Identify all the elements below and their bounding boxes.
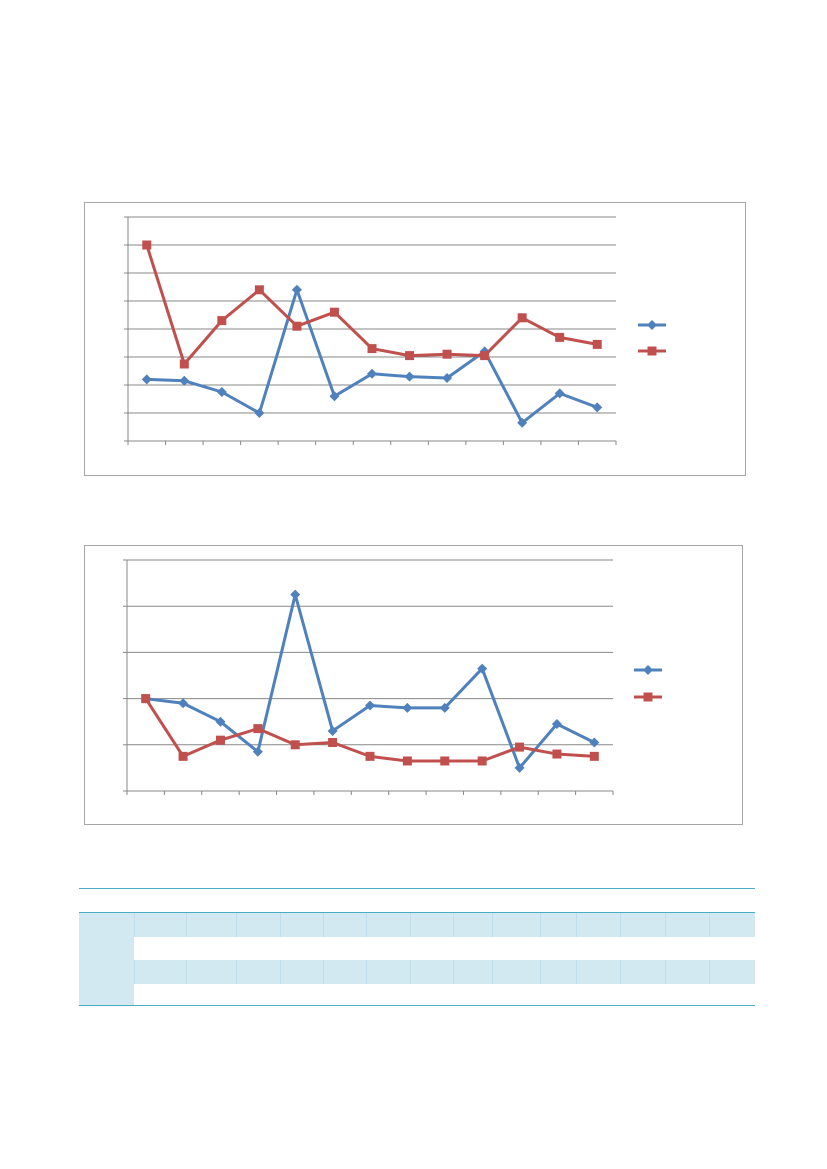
table-column-separator — [280, 960, 281, 984]
table-column-separator — [709, 913, 710, 937]
data-point — [555, 332, 565, 342]
table-column-separator — [453, 913, 454, 937]
table-column-separator — [540, 960, 541, 984]
table-column-separator — [280, 913, 281, 937]
data-point — [517, 313, 527, 323]
data-point — [367, 368, 377, 379]
table-column-separator — [366, 960, 367, 984]
data-point — [589, 751, 599, 761]
data-point — [365, 751, 375, 761]
table-column-separator — [323, 960, 324, 984]
data-point — [515, 742, 525, 752]
data-point — [290, 589, 301, 600]
chart-2-plot — [123, 559, 662, 795]
table-column-separator — [410, 913, 411, 937]
data-point — [554, 388, 565, 399]
table-column-separator — [453, 960, 454, 984]
data-table — [79, 888, 755, 1006]
chart-1-plot — [124, 216, 666, 445]
table-column-separator — [492, 960, 493, 984]
table-bottom-rule — [79, 1005, 755, 1006]
table-row-header-cell — [79, 937, 134, 960]
chart-1 — [84, 202, 746, 476]
data-point — [178, 751, 188, 761]
data-point — [291, 284, 302, 295]
data-point — [439, 702, 450, 713]
data-point — [215, 716, 226, 727]
table-column-separator — [576, 913, 577, 937]
data-point — [141, 374, 152, 385]
data-point — [253, 724, 263, 734]
table-column-separator — [492, 913, 493, 937]
table-column-separator — [323, 913, 324, 937]
data-point — [477, 756, 487, 766]
data-point — [216, 387, 227, 397]
table-column-separator — [665, 913, 666, 937]
table-column-separator — [236, 960, 237, 984]
data-point — [141, 694, 151, 704]
table-column-separator — [134, 960, 135, 984]
legend-marker-1 — [643, 665, 653, 675]
data-point — [179, 359, 189, 369]
data-point — [254, 285, 264, 295]
data-point — [254, 408, 265, 418]
data-point — [402, 702, 413, 713]
data-point — [480, 351, 490, 361]
data-point — [328, 737, 338, 747]
table-column-separator — [665, 960, 666, 984]
table-column-separator — [186, 913, 187, 937]
data-point — [477, 663, 488, 674]
data-point — [179, 375, 190, 386]
data-point — [404, 371, 415, 382]
data-point — [178, 698, 189, 709]
data-point — [552, 749, 562, 759]
data-point — [290, 740, 300, 750]
data-point — [292, 321, 302, 331]
data-point — [592, 402, 603, 413]
data-point — [442, 349, 452, 359]
table-column-separator — [366, 913, 367, 937]
table-column-separator — [186, 960, 187, 984]
data-point — [440, 756, 450, 766]
table-column-separator — [620, 960, 621, 984]
legend-marker-1 — [647, 320, 657, 330]
chart-2 — [84, 545, 743, 825]
legend-marker-2 — [643, 692, 653, 702]
data-point — [402, 756, 412, 766]
table-column-separator — [410, 960, 411, 984]
data-point — [551, 719, 562, 730]
data-point — [405, 351, 415, 361]
table-column-separator — [134, 913, 135, 937]
data-point — [365, 700, 375, 711]
data-point — [592, 339, 602, 349]
data-point — [215, 735, 225, 745]
table-header-rule — [79, 912, 755, 913]
data-point — [142, 240, 152, 250]
table-top-rule — [79, 888, 755, 889]
data-point — [327, 725, 338, 736]
data-point — [329, 307, 339, 317]
table-row — [79, 960, 755, 984]
data-point — [217, 316, 227, 326]
data-point — [252, 746, 263, 757]
legend-marker-2 — [647, 346, 657, 356]
data-point — [367, 344, 377, 354]
table-column-separator — [709, 960, 710, 984]
data-point — [589, 737, 600, 748]
table-row — [79, 913, 755, 937]
table-column-separator — [236, 913, 237, 937]
series-line-1 — [146, 288, 598, 425]
table-column-separator — [620, 913, 621, 937]
data-point — [517, 417, 528, 428]
data-point — [514, 762, 525, 773]
data-point — [442, 373, 453, 383]
data-point — [329, 391, 340, 402]
table-column-separator — [540, 913, 541, 937]
table-column-separator — [576, 960, 577, 984]
table-row-header-cell — [79, 984, 134, 1005]
